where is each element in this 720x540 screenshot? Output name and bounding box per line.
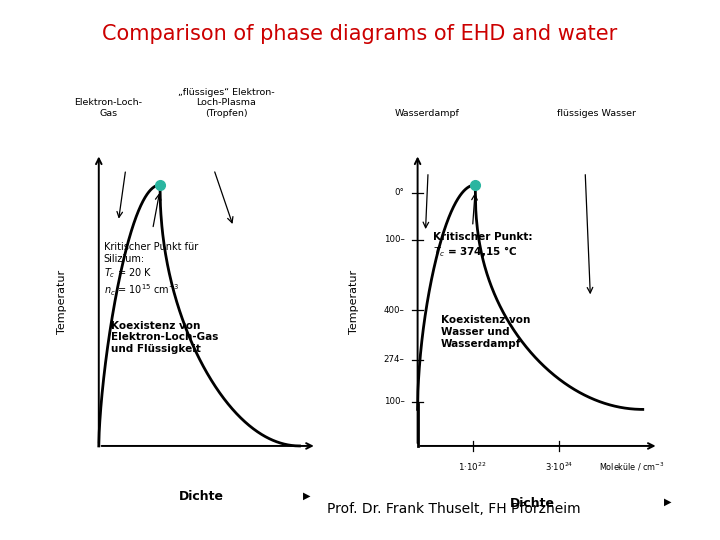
Text: 1·10$^{22}$: 1·10$^{22}$ [459, 460, 487, 472]
Text: Koexistenz von
Elektron-Loch-Gas
und Flüssigkeit: Koexistenz von Elektron-Loch-Gas und Flü… [111, 321, 218, 354]
Text: 0°: 0° [395, 188, 405, 197]
Text: Elektron-Loch-
Gas: Elektron-Loch- Gas [75, 98, 143, 118]
Text: 100–: 100– [384, 235, 405, 244]
Text: Comparison of phase diagrams of EHD and water: Comparison of phase diagrams of EHD and … [102, 24, 618, 44]
Text: Temperatur: Temperatur [349, 271, 359, 334]
Text: 274–: 274– [384, 355, 405, 364]
Text: ▶: ▶ [303, 490, 310, 501]
Text: Kritischer Punkt für
Silizium:
$T_c$ = 20 K
$n_c$ = 10$^{15}$ cm$^{-3}$: Kritischer Punkt für Silizium: $T_c$ = 2… [104, 242, 198, 298]
Text: 3·10$^{24}$: 3·10$^{24}$ [545, 460, 573, 472]
Text: Wasserdampf: Wasserdampf [395, 109, 459, 118]
Text: flüssiges Wasser: flüssiges Wasser [557, 109, 636, 118]
Text: „flüssiges“ Elektron-
Loch-Plasma
(Tropfen): „flüssiges“ Elektron- Loch-Plasma (Tropf… [178, 88, 274, 118]
Text: Kritischer Punkt:
$T_c$ = 374,15 °C: Kritischer Punkt: $T_c$ = 374,15 °C [433, 232, 533, 259]
Text: Koexistenz von
Wasser und
Wasserdampf: Koexistenz von Wasser und Wasserdampf [441, 315, 531, 349]
Text: Moleküle / cm$^{-3}$: Moleküle / cm$^{-3}$ [600, 460, 665, 472]
Text: Dichte: Dichte [179, 490, 224, 503]
Text: Prof. Dr. Frank Thuselt, FH Pforzheim: Prof. Dr. Frank Thuselt, FH Pforzheim [327, 502, 580, 516]
Text: Temperatur: Temperatur [57, 271, 67, 334]
Text: 100–: 100– [384, 397, 405, 406]
Text: ▶: ▶ [665, 497, 672, 507]
Text: Dichte: Dichte [510, 497, 555, 510]
Text: 400–: 400– [384, 306, 405, 315]
